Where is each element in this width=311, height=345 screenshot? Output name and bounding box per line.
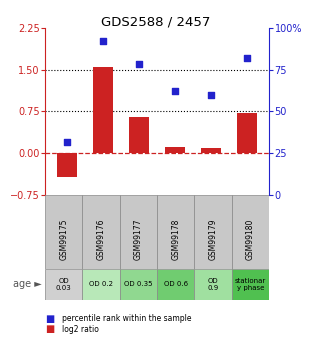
Text: GDS2588 / 2457: GDS2588 / 2457	[101, 16, 210, 29]
Text: percentile rank within the sample: percentile rank within the sample	[62, 314, 192, 323]
Point	[137, 62, 142, 67]
Bar	[157, 269, 194, 300]
Bar	[232, 195, 269, 269]
Bar	[194, 195, 232, 269]
Text: age ►: age ►	[13, 279, 42, 289]
Text: OD
0.9: OD 0.9	[207, 278, 219, 291]
Bar	[157, 195, 194, 269]
Bar	[57, 154, 77, 177]
Bar	[165, 147, 185, 154]
Bar	[120, 195, 157, 269]
Text: GSM99178: GSM99178	[171, 218, 180, 260]
Text: stationar
y phase: stationar y phase	[235, 278, 266, 291]
Bar	[82, 195, 120, 269]
Text: OD 0.2: OD 0.2	[89, 282, 113, 287]
Bar	[129, 117, 149, 154]
Bar	[201, 148, 221, 154]
Point	[245, 55, 250, 61]
Text: OD 0.6: OD 0.6	[164, 282, 188, 287]
Bar	[120, 269, 157, 300]
Text: GSM99175: GSM99175	[59, 218, 68, 260]
Text: OD 0.35: OD 0.35	[124, 282, 153, 287]
Text: ■: ■	[45, 325, 54, 334]
Point	[173, 89, 178, 94]
Bar	[194, 269, 232, 300]
Text: GSM99180: GSM99180	[246, 218, 255, 260]
Bar	[45, 269, 82, 300]
Text: GSM99177: GSM99177	[134, 218, 143, 260]
Bar	[237, 113, 257, 154]
Text: GSM99179: GSM99179	[209, 218, 217, 260]
Bar	[82, 269, 120, 300]
Text: log2 ratio: log2 ratio	[62, 325, 99, 334]
Text: OD
0.03: OD 0.03	[56, 278, 72, 291]
Point	[100, 38, 105, 44]
Bar	[45, 195, 82, 269]
Bar	[93, 67, 113, 154]
Point	[209, 92, 214, 97]
Text: ■: ■	[45, 314, 54, 324]
Point	[64, 139, 69, 145]
Bar	[232, 269, 269, 300]
Text: GSM99176: GSM99176	[97, 218, 105, 260]
